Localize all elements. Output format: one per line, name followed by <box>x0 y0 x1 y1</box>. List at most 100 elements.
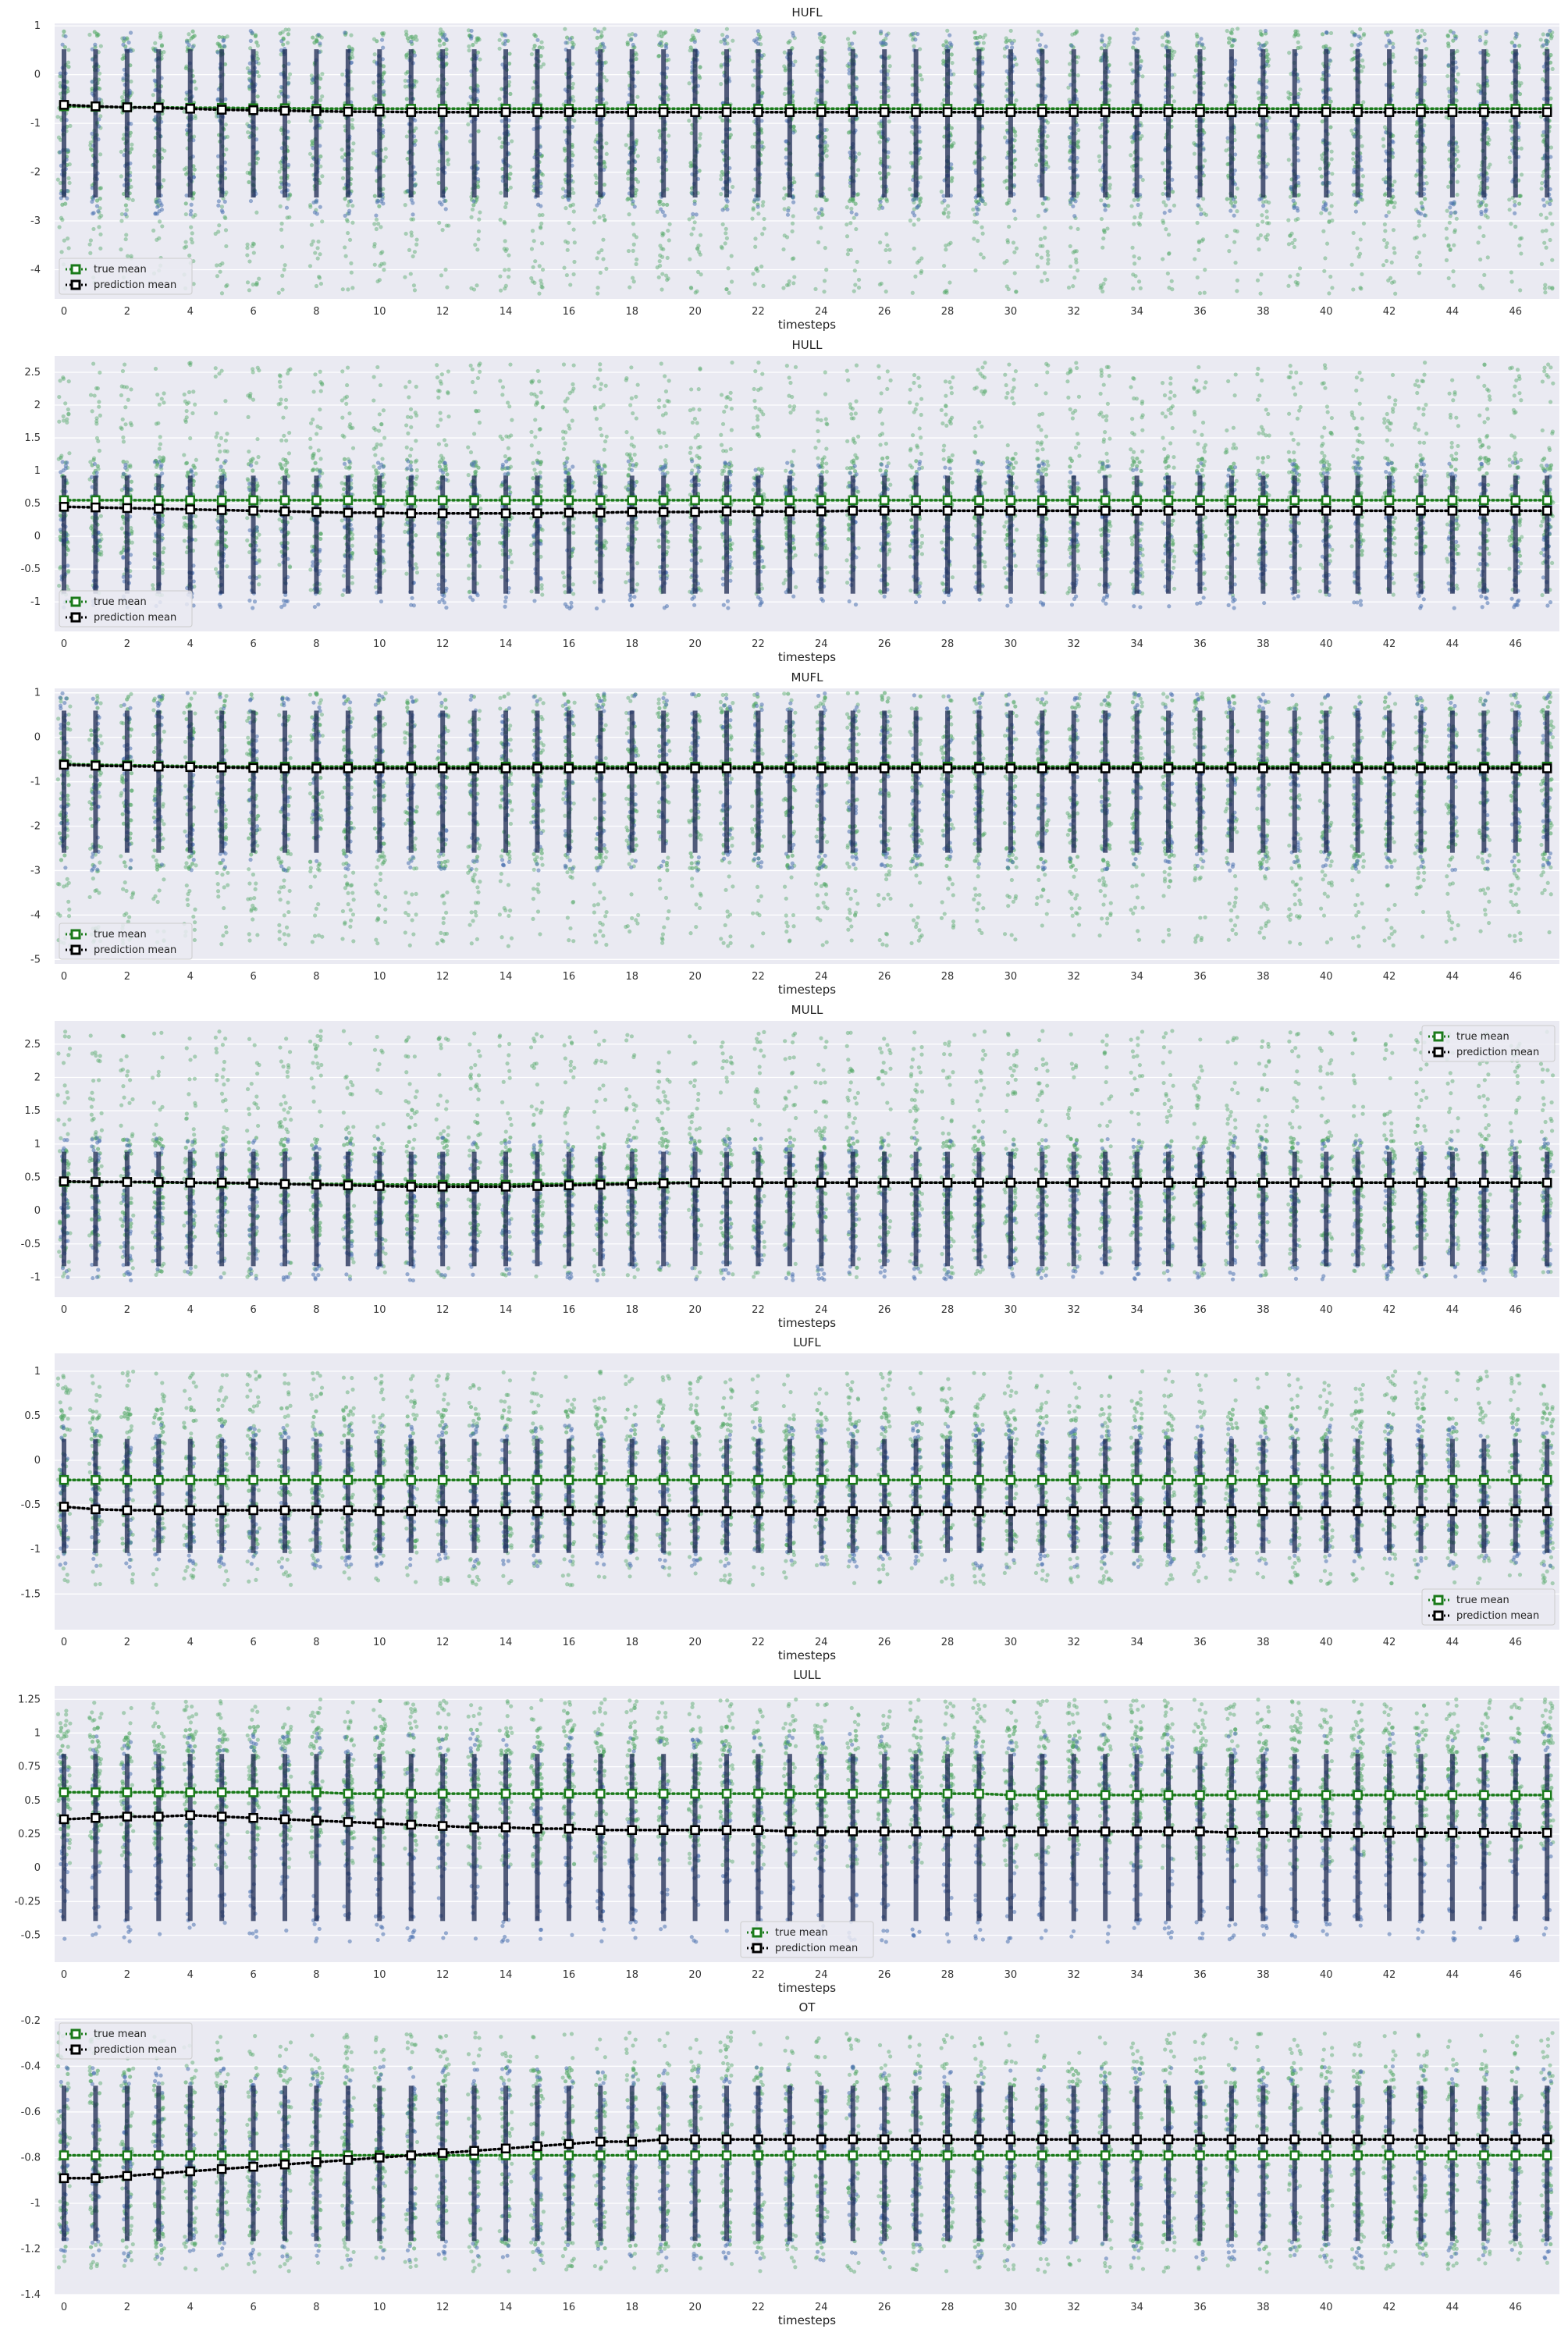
true-point <box>183 201 188 206</box>
true-point <box>665 202 670 207</box>
prediction-point <box>126 40 131 45</box>
true-point <box>1140 177 1145 183</box>
prediction-point <box>692 40 697 44</box>
prediction-mean-marker <box>1132 107 1142 117</box>
true-point <box>634 177 638 182</box>
prediction-core <box>314 49 319 198</box>
true-point <box>254 40 259 44</box>
prediction-point <box>884 33 889 37</box>
true-point <box>1166 40 1172 44</box>
prediction-point <box>1352 193 1356 197</box>
true-point <box>310 95 315 100</box>
prediction-point <box>1232 204 1237 208</box>
true-point <box>972 161 977 165</box>
true-point <box>631 279 636 284</box>
prediction-core <box>1197 49 1203 198</box>
prediction-core <box>1324 49 1329 198</box>
true-point <box>282 267 286 272</box>
true-point <box>160 224 165 229</box>
prediction-point <box>152 78 157 83</box>
true-point <box>1203 158 1207 163</box>
true-point <box>92 30 97 34</box>
prediction-point <box>600 41 606 46</box>
prediction-point <box>1291 198 1296 203</box>
true-point <box>1005 238 1010 243</box>
true-point <box>822 279 827 283</box>
prediction-point <box>63 34 68 39</box>
true-point <box>790 229 795 234</box>
true-point <box>948 280 952 285</box>
true-point <box>698 132 702 137</box>
prediction-point <box>157 209 162 214</box>
true-point <box>1361 221 1367 226</box>
prediction-point <box>1132 36 1137 41</box>
true-point <box>346 230 350 236</box>
true-point <box>756 212 761 216</box>
true-point <box>476 129 481 133</box>
true-point <box>719 82 724 87</box>
true-point <box>1040 201 1045 206</box>
true-point <box>1518 236 1523 241</box>
true-point <box>436 180 441 185</box>
prediction-point <box>380 197 385 201</box>
true-point <box>719 177 724 182</box>
true-point <box>1195 275 1200 280</box>
prediction-point <box>1103 208 1108 212</box>
true-point <box>66 176 71 180</box>
true-point <box>1451 269 1456 274</box>
true-point <box>1034 147 1039 151</box>
prediction-core <box>219 49 225 198</box>
prediction-point <box>596 29 600 34</box>
true-point <box>1324 241 1330 246</box>
prediction-point <box>381 79 386 84</box>
true-point <box>1509 40 1514 45</box>
prediction-core <box>629 49 635 198</box>
x-tick-label: 12 <box>436 306 450 318</box>
plot-area <box>55 356 1559 631</box>
true-point <box>320 174 325 179</box>
prediction-core <box>156 49 162 198</box>
true-point <box>533 34 538 38</box>
prediction-point <box>1039 32 1044 37</box>
true-point <box>1517 244 1522 248</box>
true-point <box>1004 258 1009 264</box>
prediction-mean-marker <box>1163 107 1174 117</box>
true-point <box>1351 157 1356 162</box>
prediction-point <box>1196 203 1200 208</box>
true-point <box>1161 191 1165 197</box>
true-point <box>276 94 281 99</box>
true-point <box>946 215 951 219</box>
true-point <box>1137 222 1142 227</box>
true-point <box>437 43 443 48</box>
x-tick-label: 26 <box>878 306 891 318</box>
true-point <box>1547 285 1552 290</box>
true-point <box>857 151 862 156</box>
true-point <box>403 203 407 208</box>
prediction-core <box>566 49 571 198</box>
x-tick-label: 36 <box>1193 306 1207 318</box>
true-point <box>1329 149 1334 154</box>
true-point <box>697 144 702 148</box>
true-point <box>434 130 439 135</box>
true-point <box>751 272 756 276</box>
true-point <box>1108 84 1112 88</box>
true-point <box>750 216 755 221</box>
true-point <box>634 56 638 62</box>
true-point <box>380 31 385 36</box>
true-point <box>1260 213 1264 218</box>
true-point <box>887 260 892 265</box>
true-point <box>853 283 858 287</box>
prediction-point <box>632 204 637 209</box>
true-point <box>247 180 251 184</box>
true-point <box>1351 151 1356 156</box>
true-point <box>592 208 597 212</box>
prediction-point <box>942 198 947 203</box>
true-point <box>161 178 166 183</box>
true-point <box>190 231 194 236</box>
true-point <box>661 202 666 207</box>
true-point <box>257 276 261 281</box>
true-point <box>470 207 475 212</box>
true-point <box>530 167 535 172</box>
true-point <box>666 228 670 233</box>
true-point <box>1517 194 1522 198</box>
